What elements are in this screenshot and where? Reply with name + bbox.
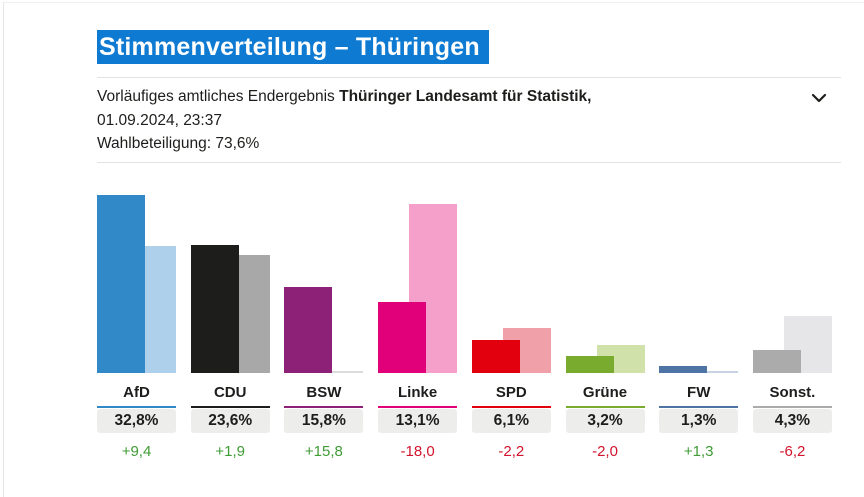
meta-line-status: Vorläufiges amtliches Endergebnis Thürin… (97, 85, 841, 109)
previous-result-bar (315, 370, 364, 373)
turnout-text: Wahlbeteiligung: 73,6% (97, 135, 260, 152)
party-label: BSW (306, 383, 342, 401)
party-color-line (97, 405, 176, 408)
result-value: 23,6% (190, 408, 270, 433)
party-label: Grüne (582, 383, 628, 401)
party-groups: AfD 32,8% +9,4 CDU 23,6% +1,9 BSW 15,8% … (97, 193, 832, 461)
party-group: BSW 15,8% +15,8 (284, 193, 364, 461)
change-value: +1,9 (215, 442, 246, 460)
current-result-bar (190, 244, 239, 373)
result-value: 4,3% (752, 408, 832, 433)
party-group: Linke 13,1% -18,0 (378, 193, 458, 461)
result-value: 3,2% (565, 408, 645, 433)
previous-result-bar (690, 370, 739, 373)
header: Stimmenverteilung – Thüringen (97, 30, 841, 64)
page-title: Stimmenverteilung – Thüringen (97, 30, 489, 64)
bars (97, 193, 176, 373)
party-label: SPD (495, 383, 527, 401)
change-value: +9,4 (121, 442, 152, 460)
bars (659, 193, 739, 373)
date-time-text: 01.09.2024, 23:37 (97, 111, 222, 129)
page-left-border (3, 2, 4, 497)
change-value: -2,0 (592, 442, 618, 460)
party-color-line (565, 405, 645, 408)
party-group: Sonst. 4,3% -6,2 (752, 193, 832, 461)
bars (565, 193, 645, 373)
bars (752, 193, 832, 373)
current-result-bar (565, 355, 614, 373)
change-value: +15,8 (304, 442, 343, 460)
current-result-bar (97, 194, 145, 373)
party-group: AfD 32,8% +9,4 (97, 193, 176, 461)
divider (97, 161, 841, 163)
page-top-border (3, 2, 864, 3)
party-color-line (471, 405, 551, 408)
result-value: 32,8% (97, 408, 176, 433)
bars (190, 193, 270, 373)
bars (378, 193, 458, 373)
chevron-down-icon[interactable] (810, 91, 828, 105)
party-label: AfD (123, 383, 150, 401)
party-color-line (752, 405, 832, 408)
party-group: SPD 6,1% -2,2 (471, 193, 551, 461)
party-group: Grüne 3,2% -2,0 (565, 193, 645, 461)
result-meta: Vorläufiges amtliches Endergebnis Thürin… (97, 78, 841, 162)
source-text: Thüringer Landesamt für Statistik, (339, 88, 592, 105)
status-text: Vorläufiges amtliches Endergebnis (97, 88, 335, 105)
change-value: -2,2 (498, 442, 525, 460)
party-label: Linke (398, 383, 438, 401)
party-group: CDU 23,6% +1,9 (190, 193, 270, 461)
bar-chart: AfD 32,8% +9,4 CDU 23,6% +1,9 BSW 15,8% … (97, 193, 832, 461)
party-color-line (190, 405, 270, 408)
current-result-bar (378, 301, 427, 373)
election-widget: Stimmenverteilung – Thüringen Vorläufige… (97, 0, 841, 461)
result-value: 1,3% (659, 408, 739, 433)
party-color-line (284, 405, 364, 408)
current-result-bar (471, 339, 520, 373)
divider (97, 77, 841, 78)
result-value: 13,1% (378, 408, 458, 433)
change-value: +1,3 (683, 442, 714, 460)
result-value: 15,8% (284, 408, 364, 433)
party-color-line (659, 405, 739, 408)
party-label: FW (687, 383, 711, 401)
result-value: 6,1% (471, 408, 551, 433)
party-group: FW 1,3% +1,3 (659, 193, 739, 461)
party-label: CDU (213, 383, 247, 401)
current-result-bar (752, 349, 801, 373)
change-value: -6,2 (779, 442, 806, 460)
party-label: Sonst. (769, 383, 816, 401)
current-result-bar (284, 286, 333, 373)
bars (471, 193, 551, 373)
change-value: -18,0 (400, 442, 435, 460)
party-color-line (378, 405, 458, 408)
bars (284, 193, 364, 373)
current-result-bar (659, 365, 708, 373)
